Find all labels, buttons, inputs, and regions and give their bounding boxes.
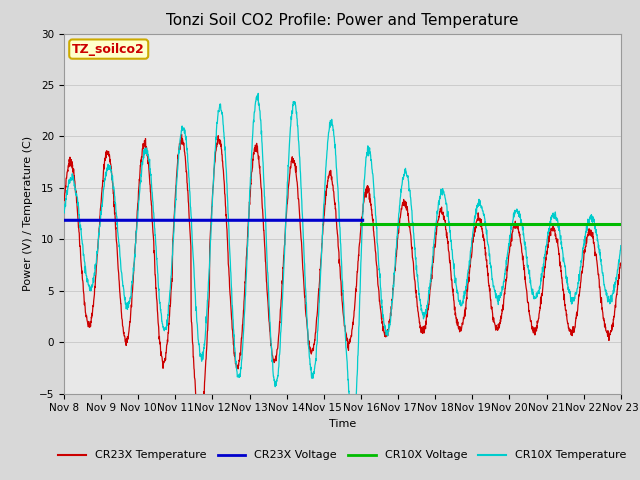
Y-axis label: Power (V) / Temperature (C): Power (V) / Temperature (C)	[23, 136, 33, 291]
X-axis label: Time: Time	[329, 419, 356, 429]
Text: TZ_soilco2: TZ_soilco2	[72, 43, 145, 56]
Legend: CR23X Temperature, CR23X Voltage, CR10X Voltage, CR10X Temperature: CR23X Temperature, CR23X Voltage, CR10X …	[54, 446, 631, 465]
Title: Tonzi Soil CO2 Profile: Power and Temperature: Tonzi Soil CO2 Profile: Power and Temper…	[166, 13, 518, 28]
